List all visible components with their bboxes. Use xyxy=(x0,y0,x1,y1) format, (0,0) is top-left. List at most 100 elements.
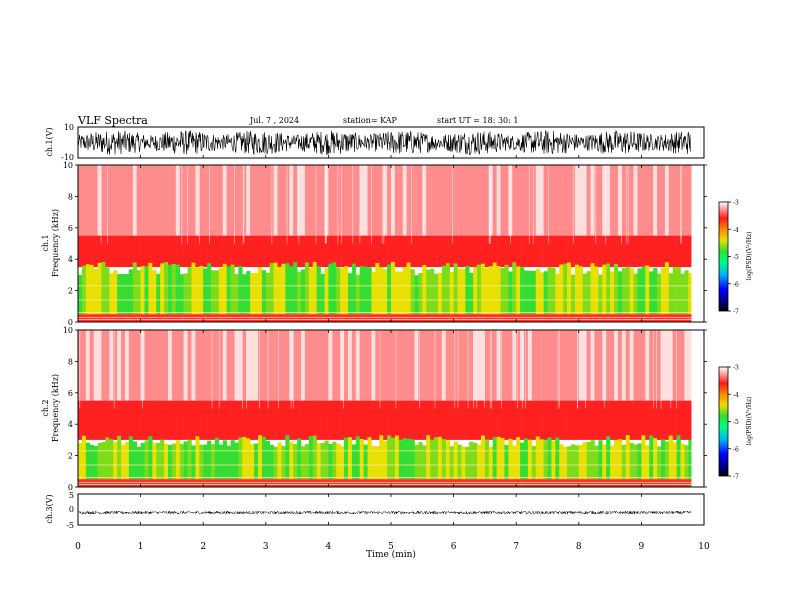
ch2-spectrogram-cell-high xyxy=(434,330,439,401)
ch1-spectrogram-cell-bottom xyxy=(680,314,685,322)
ch2-spectrogram-cell-mid xyxy=(301,400,306,440)
ch1-spectrogram-cell-mid xyxy=(281,235,286,268)
ch2-spectrogram-cell-mid xyxy=(238,400,243,440)
ch2-spectrogram-cell-bottom xyxy=(445,479,450,487)
ch1-spectrogram-cell-mid xyxy=(238,235,243,268)
ch2-spectrogram-cell-low xyxy=(152,443,157,480)
ch2-spectrogram-cell-high xyxy=(535,330,540,401)
ch2-spectrogram-cell-bottom xyxy=(461,479,466,487)
ch2-spectrogram-cell-bottom xyxy=(156,479,161,487)
ch1-spectrogram-cell-high xyxy=(261,165,267,236)
ch2-spectrogram-cell-low xyxy=(598,440,603,480)
ch1-spectrogram-cell-high xyxy=(641,165,646,236)
ch2-spectrogram-cell-mid xyxy=(500,400,505,440)
ch2-spectrogram-cell-high xyxy=(473,330,478,401)
ch2-spectrogram-cell-bottom xyxy=(664,479,670,487)
ch1-spectrogram-cell-high xyxy=(422,165,427,236)
ch1-spectrogram-cell-mid xyxy=(304,235,310,268)
ch1-spectrogram-cell-mid xyxy=(684,235,689,268)
ch1-spectrogram-cell-mid xyxy=(109,235,114,268)
ch1-spectrogram-cell-low xyxy=(289,266,294,315)
ch1-spectrogram-cell-mid xyxy=(234,235,239,268)
ch1-spectrogram-cell-low xyxy=(211,270,216,315)
ch1-spectrogram-cell-mid xyxy=(113,235,118,268)
ch1-spectrogram-cell-low xyxy=(273,262,278,315)
time-tick-label: 8 xyxy=(576,542,582,552)
ch1-spectrogram-cell-bottom xyxy=(484,314,490,322)
ch2-spectrogram-cell-bottom xyxy=(594,479,599,487)
ch2-colorbar-label: log(PSD)(V²/Hz) xyxy=(746,397,753,446)
ch1-spectrogram-cell-mid xyxy=(477,235,482,268)
ch1-spectrogram-cell-low xyxy=(473,266,478,315)
ch2-spectrogram-cell-low xyxy=(492,437,497,480)
ch2-spectrogram-cell-low xyxy=(207,440,212,480)
ch2-spectrogram-cell-bottom xyxy=(469,479,474,487)
ch2-spectrogram-cell-high xyxy=(684,330,689,401)
ch2-spectrogram-cell-bottom xyxy=(504,479,509,487)
ch1-spectrogram-cell-mid xyxy=(344,235,349,268)
ch1-spectrogram-cell-bottom xyxy=(410,314,415,322)
ch2-spectrogram-cell-bottom xyxy=(676,479,681,487)
ch2-spectrogram-cell-mid xyxy=(105,400,110,440)
ch1-spectrogram-cell-bottom xyxy=(570,314,576,322)
ch1-spectrogram-cell-low xyxy=(441,265,447,315)
ch1-spectrogram-cell-mid xyxy=(132,235,137,268)
ch2-spectrogram-cell-mid xyxy=(234,400,239,440)
ch2-spectrogram-cell-high xyxy=(226,330,231,401)
ch2-spectrogram-cell-low xyxy=(93,446,98,480)
ch1-spectrogram-cell-mid xyxy=(672,235,677,268)
ch2-spectrogram-cell-bottom xyxy=(81,479,87,487)
ch1-spectrogram-cell-bottom xyxy=(559,314,564,322)
ch1-spectrogram-cell-bottom xyxy=(516,314,521,322)
ch1-spectrogram-cell-high xyxy=(195,165,200,236)
ch1-spectrogram-cell-mid xyxy=(664,235,670,268)
ch2-spectrogram-cell-low xyxy=(477,444,482,480)
ch2-spectrogram-cell-bottom xyxy=(128,479,134,487)
ch1-spectrogram-cell-high xyxy=(492,165,497,236)
ch1-spectrogram-cell-low xyxy=(78,274,83,315)
ch2-spectrogram-cell-high xyxy=(320,330,325,401)
ch1-spectrogram-cell-high xyxy=(676,165,681,236)
ch1-spectrogram-cell-mid xyxy=(328,235,333,268)
ch2-spectrogram-cell-low xyxy=(531,446,537,480)
ch1-spectrogram-cell-mid xyxy=(179,235,184,268)
ch2-spectrogram-cell-bottom xyxy=(117,479,122,487)
ch1-spectrogram-cell-high xyxy=(461,165,466,236)
ch2-spectrogram-cell-bottom xyxy=(304,479,310,487)
ch1-spectrogram-cell-low xyxy=(144,266,149,315)
ch1-spectrogram-cell-high xyxy=(383,165,388,236)
ch2-spectrogram-cell-bottom xyxy=(351,479,357,487)
ch1-spectrogram-cell-high xyxy=(500,165,505,236)
ch2-spectrogram-cell-bottom xyxy=(261,479,267,487)
ch1-spectrogram-cell-bottom xyxy=(688,314,693,322)
ch2-spectrogram-cell-low xyxy=(308,436,314,480)
ch2-spectrogram-cell-mid xyxy=(418,400,423,440)
ch2-spectrogram-cell-bottom xyxy=(269,479,274,487)
ch1-spectrogram-cell-low xyxy=(551,267,556,315)
ch1-spectrogram-cell-low xyxy=(242,274,247,315)
ch1-spectrogram-cell-bottom xyxy=(375,314,380,322)
ch1-spectrogram-cell-low xyxy=(156,273,161,315)
ch1-spectrogram-cell-low xyxy=(437,272,443,315)
ch2-spectrogram-cell-low xyxy=(265,440,271,480)
ch1-spectrogram-cell-bottom xyxy=(547,314,552,322)
ch1-spectrogram-cell-high xyxy=(637,165,642,236)
ch1-spectrogram-cell-high xyxy=(367,165,372,236)
ch1-spectrogram-cell-bottom xyxy=(445,314,450,322)
ch2-cb-tick-label: -6 xyxy=(733,446,739,453)
ch2-spectrogram-cell-mid xyxy=(340,400,345,440)
ch1-spectrogram-cell-low xyxy=(559,264,564,315)
ch1-cb-tick-label: -5 xyxy=(733,254,739,261)
ch1-spectrogram-cell-low xyxy=(422,265,427,315)
ch1-spectrogram-cell-high xyxy=(574,165,580,236)
ch2-spectrogram-cell-mid xyxy=(312,400,317,440)
ch2-spectrogram-cell-mid xyxy=(496,400,501,440)
ch2-spectrogram-cell-mid xyxy=(391,400,396,440)
ch2-spectrogram-cell-low xyxy=(445,440,450,480)
ch1-spectrogram-cell-low xyxy=(543,271,548,315)
ch1-spectrogram-cell-low xyxy=(238,265,243,315)
ch2-spectrogram-cell-mid xyxy=(281,400,286,440)
ch2-spectrogram-cell-high xyxy=(156,330,161,401)
ch1-spectrogram-cell-mid xyxy=(418,235,423,268)
ch1-spectrogram-cell-bottom xyxy=(301,314,306,322)
